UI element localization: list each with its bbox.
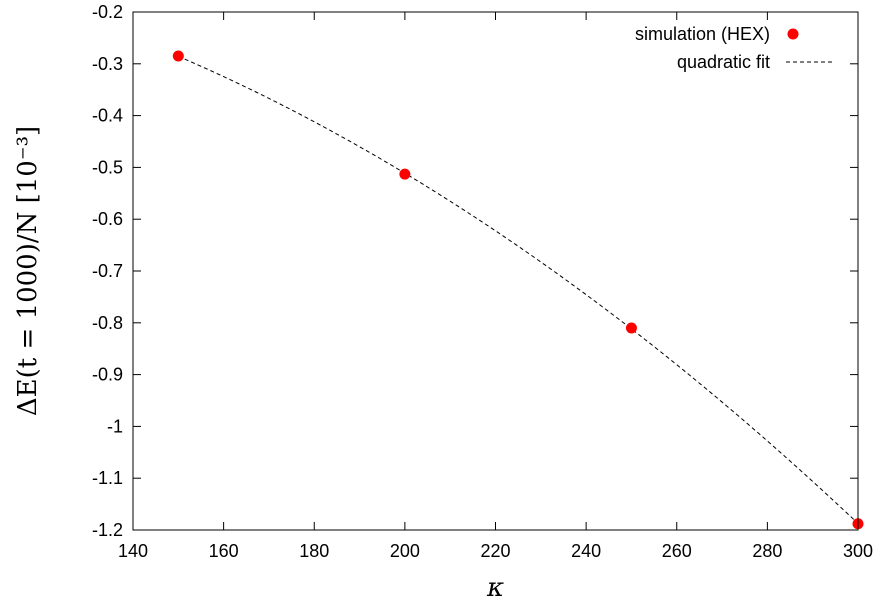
x-tick-label: 160 [209, 541, 239, 561]
legend-marker-simulation [787, 28, 799, 40]
legend: simulation (HEX) quadratic fit [635, 24, 832, 72]
y-tick-label: -0.8 [92, 313, 123, 333]
data-point [172, 50, 184, 62]
x-tick-label: 220 [480, 541, 510, 561]
y-tick-label: -0.7 [92, 261, 123, 281]
x-tick-label: 180 [299, 541, 329, 561]
data-point [399, 168, 411, 180]
y-tick-label: -0.9 [92, 365, 123, 385]
y-tick-labels: -1.2 -1.1 -1 -0.9 -0.8 -0.7 -0.6 -0.5 -0.4 -0.3 -0… [92, 2, 123, 540]
x-tick-label: 200 [390, 541, 420, 561]
x-axis-title: κ [486, 573, 504, 603]
legend-label-simulation: simulation (HEX) [635, 24, 770, 44]
y-axis-title: ΔE(t = 1000)/N [10⁻³] [13, 126, 43, 416]
x-tick-label: 240 [571, 541, 601, 561]
data-point [625, 322, 637, 334]
y-tick-label: -0.2 [92, 2, 123, 22]
y-tick-label: -0.3 [92, 54, 123, 74]
tick-marks [132, 11, 859, 531]
y-tick-label: -1 [107, 416, 123, 436]
x-tick-label: 300 [843, 541, 873, 561]
y-tick-label: -1.1 [92, 468, 123, 488]
y-tick-label: -0.4 [92, 106, 123, 126]
legend-label-quadratic-fit: quadratic fit [677, 52, 770, 72]
y-tick-label: -0.5 [92, 157, 123, 177]
x-tick-label: 280 [752, 541, 782, 561]
x-tick-label: 260 [662, 541, 692, 561]
x-tick-label: 140 [118, 541, 148, 561]
plot-frame [132, 11, 859, 531]
y-tick-label: -1.2 [92, 520, 123, 540]
y-tick-label: -0.6 [92, 209, 123, 229]
quadratic-fit-curve [178, 55, 859, 524]
simulation-points [172, 50, 864, 530]
x-tick-labels: 140 160 180 200 220 240 260 280 300 [118, 541, 873, 561]
